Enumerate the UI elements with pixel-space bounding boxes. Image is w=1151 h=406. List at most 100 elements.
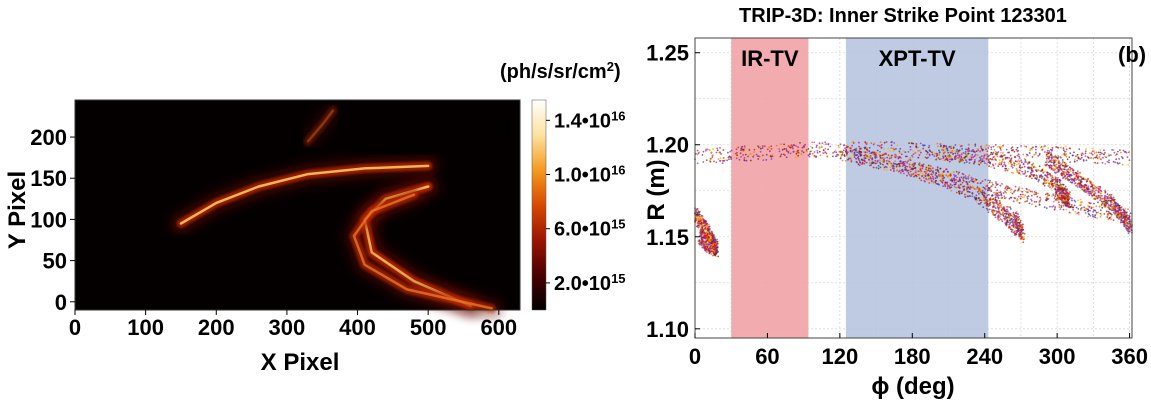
strike-point — [1054, 176, 1057, 179]
strike-point — [972, 150, 974, 153]
strike-point — [955, 150, 958, 153]
strike-point — [1019, 237, 1022, 240]
strike-point — [1079, 181, 1082, 184]
strike-point — [1003, 161, 1006, 164]
strike-point — [917, 156, 920, 159]
strike-point — [1090, 206, 1093, 209]
strike-point — [866, 156, 868, 159]
strike-point — [974, 145, 977, 147]
x-tick-label-a: 400 — [339, 315, 376, 340]
strike-point — [1012, 213, 1015, 216]
strike-point — [925, 168, 927, 171]
strike-point — [1088, 201, 1091, 204]
strike-point — [1080, 156, 1083, 159]
strike-point — [792, 150, 795, 153]
strike-point — [962, 185, 965, 188]
strike-point — [1117, 206, 1119, 209]
strike-point — [756, 155, 759, 158]
strike-point — [1069, 161, 1071, 164]
strike-point — [1062, 173, 1064, 175]
strike-point — [1053, 197, 1056, 200]
strike-point — [1095, 213, 1098, 215]
strike-point — [697, 214, 700, 217]
strike-point — [969, 184, 971, 187]
strike-point — [925, 165, 927, 168]
strike-point — [959, 145, 962, 148]
strike-point — [863, 151, 866, 153]
strike-point — [1050, 154, 1052, 156]
strike-point — [700, 237, 703, 240]
strike-point — [821, 142, 824, 145]
strike-point — [726, 159, 729, 162]
emission-band-core — [179, 164, 430, 225]
strike-point — [906, 161, 908, 164]
strike-point — [954, 152, 957, 155]
strike-point — [1116, 153, 1118, 156]
strike-point — [706, 230, 708, 233]
strike-point — [1000, 163, 1002, 166]
strike-point — [779, 155, 782, 158]
strike-point — [899, 148, 902, 150]
strike-point — [996, 183, 999, 186]
strike-point — [892, 150, 895, 153]
strike-point — [1125, 226, 1127, 229]
strike-point — [923, 170, 926, 173]
strike-point — [1042, 170, 1045, 173]
strike-point — [711, 239, 713, 241]
strike-point — [880, 147, 883, 149]
strike-point — [743, 159, 746, 161]
strike-point — [1031, 170, 1034, 173]
strike-point — [765, 153, 768, 156]
strike-point — [954, 155, 957, 158]
strike-point — [933, 155, 936, 157]
strike-point — [987, 209, 989, 211]
strike-point — [700, 219, 703, 221]
strike-point — [696, 208, 698, 211]
strike-point — [1085, 190, 1088, 192]
strike-point — [986, 150, 989, 153]
strike-point — [1065, 201, 1068, 204]
strike-point — [1123, 218, 1126, 221]
strike-point — [1017, 159, 1020, 162]
strike-point — [1087, 213, 1090, 215]
strike-point — [888, 157, 891, 160]
strike-point — [1120, 208, 1123, 211]
strike-point — [940, 173, 942, 176]
strike-point — [889, 169, 892, 171]
strike-point — [1010, 214, 1012, 217]
strike-point — [1100, 194, 1103, 197]
strike-point — [984, 162, 986, 165]
strike-point — [1078, 157, 1080, 160]
strike-point — [1012, 215, 1014, 218]
strike-point — [701, 216, 704, 219]
strike-point — [973, 196, 976, 199]
strike-point — [1121, 157, 1124, 160]
strike-point — [1016, 222, 1019, 224]
strike-point — [1126, 221, 1128, 224]
strike-point — [897, 170, 900, 173]
strike-point — [755, 153, 758, 156]
strike-point — [995, 181, 997, 183]
strike-point — [1098, 205, 1101, 208]
heatmap-area — [75, 100, 520, 310]
strike-point — [979, 157, 982, 160]
strike-point — [827, 148, 829, 151]
strike-point — [1052, 200, 1055, 203]
strike-point — [700, 238, 703, 241]
strike-point — [824, 141, 827, 144]
strike-point — [1099, 216, 1102, 218]
strike-point — [885, 160, 888, 162]
strike-point — [975, 157, 978, 159]
strike-point — [936, 166, 939, 169]
strike-point — [1019, 219, 1022, 222]
strike-point — [889, 150, 891, 152]
strike-point — [1032, 146, 1034, 149]
strike-point — [703, 246, 706, 249]
strike-point — [771, 154, 774, 157]
strike-point — [1087, 208, 1090, 211]
strike-point — [706, 223, 709, 225]
strike-point — [1046, 156, 1049, 158]
strike-point — [969, 195, 972, 198]
strike-point — [1115, 209, 1117, 212]
strike-point — [1015, 219, 1018, 221]
